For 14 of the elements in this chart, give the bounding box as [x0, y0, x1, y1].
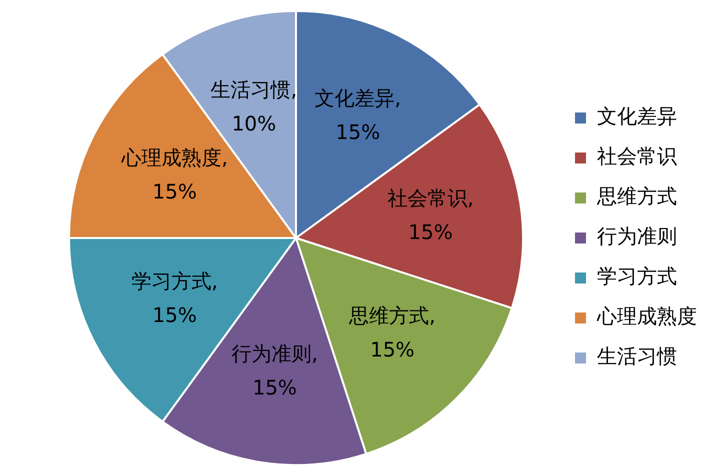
legend-label: 心理成熟度	[596, 304, 697, 328]
legend-label: 行为准则	[597, 224, 677, 248]
data-label: 文化差异, 15%	[314, 86, 402, 144]
data-label: 心理成熟度, 15%	[120, 145, 228, 204]
legend-label: 思维方式	[596, 184, 677, 208]
legend-label: 生活习惯	[597, 344, 677, 368]
data-label: 学习方式, 15%	[131, 269, 218, 328]
data-label: 思维方式, 15%	[348, 304, 436, 362]
data-label: 社会常识, 15%	[387, 186, 474, 244]
data-label: 生活习惯, 10%	[210, 78, 298, 136]
legend-label: 学习方式	[597, 264, 677, 288]
legend-label: 文化差异	[597, 104, 677, 128]
legend-label: 社会常识	[597, 144, 677, 168]
data-label: 行为准则, 15%	[232, 342, 318, 400]
